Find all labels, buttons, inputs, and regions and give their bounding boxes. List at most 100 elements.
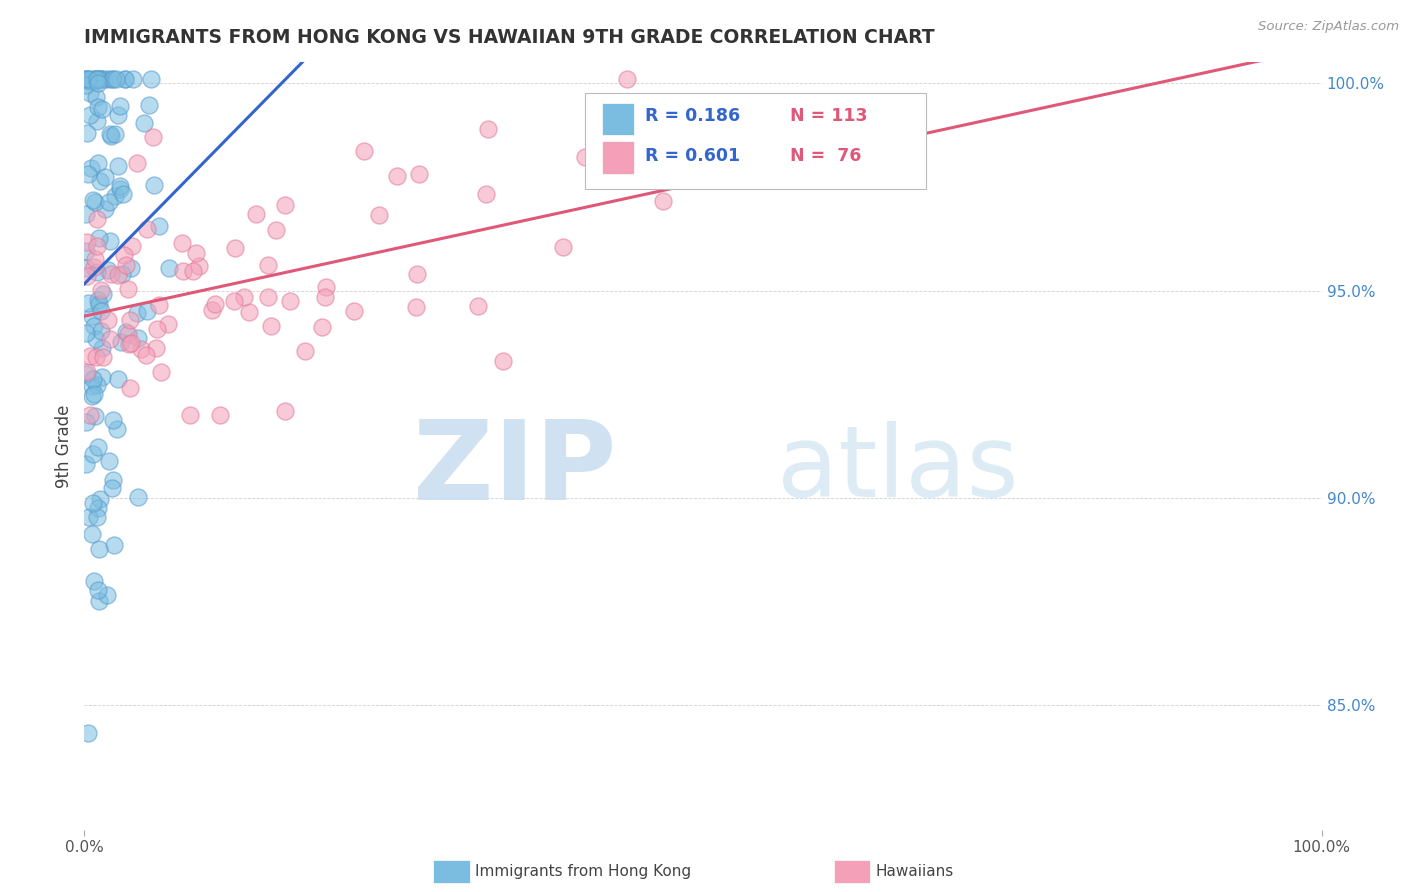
Point	[94, 169, 117, 184]
Point	[91, 370, 114, 384]
Point	[79, 86, 101, 100]
Point	[112, 248, 135, 262]
Point	[91, 286, 114, 301]
Point	[84, 350, 107, 364]
Point	[75, 206, 97, 220]
Point	[76, 296, 98, 310]
Point	[204, 297, 226, 311]
Point	[97, 313, 120, 327]
Point	[114, 258, 136, 272]
FancyBboxPatch shape	[602, 103, 634, 136]
Point	[76, 726, 98, 740]
Point	[94, 202, 117, 216]
Point	[256, 258, 278, 272]
Point	[80, 527, 103, 541]
Point	[146, 322, 169, 336]
Point	[238, 304, 260, 318]
Point	[79, 108, 101, 122]
Point	[110, 335, 132, 350]
Point	[77, 510, 100, 524]
Point	[82, 372, 104, 386]
Point	[574, 150, 596, 164]
Point	[208, 408, 231, 422]
Point	[75, 244, 97, 259]
Point	[80, 161, 103, 175]
Point	[87, 72, 110, 87]
Point	[101, 413, 124, 427]
Point	[87, 231, 110, 245]
Point	[107, 371, 129, 385]
Point	[83, 260, 105, 275]
Point	[127, 306, 149, 320]
Point	[103, 538, 125, 552]
Point	[142, 130, 165, 145]
Point	[184, 245, 207, 260]
Y-axis label: 9th Grade: 9th Grade	[55, 404, 73, 488]
Point	[107, 107, 129, 121]
Point	[315, 280, 337, 294]
Point	[127, 490, 149, 504]
Point	[84, 89, 107, 103]
Point	[201, 303, 224, 318]
Point	[150, 366, 173, 380]
Point	[87, 156, 110, 170]
Point	[103, 72, 125, 87]
Point	[245, 207, 267, 221]
Point	[89, 541, 111, 556]
Point	[87, 76, 110, 90]
Point	[77, 167, 100, 181]
Point	[311, 320, 333, 334]
Point	[87, 297, 110, 311]
Point	[80, 309, 103, 323]
Point	[83, 72, 105, 87]
Point	[492, 354, 515, 368]
Point	[75, 260, 97, 275]
Point	[114, 72, 136, 87]
Point	[115, 325, 138, 339]
Point	[98, 194, 121, 209]
Point	[138, 97, 160, 112]
Point	[278, 293, 301, 308]
Point	[118, 381, 141, 395]
Point	[83, 195, 105, 210]
Text: R = 0.601: R = 0.601	[645, 147, 740, 165]
Point	[86, 510, 108, 524]
Point	[101, 72, 124, 87]
Point	[75, 72, 97, 87]
Point	[89, 174, 111, 188]
Point	[110, 99, 132, 113]
Point	[405, 300, 427, 314]
Point	[90, 284, 112, 298]
Point	[616, 72, 638, 87]
Point	[148, 297, 170, 311]
Text: ZIP: ZIP	[413, 416, 616, 523]
Point	[273, 198, 295, 212]
Text: R = 0.186: R = 0.186	[645, 107, 740, 125]
Point	[76, 365, 98, 379]
Point	[179, 408, 201, 422]
Point	[87, 582, 110, 597]
Point	[117, 282, 139, 296]
Point	[170, 235, 193, 250]
Point	[77, 72, 100, 87]
FancyBboxPatch shape	[602, 142, 634, 174]
Point	[120, 335, 142, 350]
Point	[90, 72, 112, 87]
Point	[90, 324, 112, 338]
Point	[83, 574, 105, 588]
Point	[87, 440, 110, 454]
Point	[75, 415, 97, 429]
Point	[387, 169, 409, 184]
Point	[93, 72, 115, 87]
Text: N =  76: N = 76	[790, 147, 860, 165]
Point	[118, 336, 141, 351]
Point	[97, 263, 120, 277]
Point	[367, 208, 389, 222]
Point	[89, 491, 111, 506]
Text: N = 113: N = 113	[790, 107, 868, 125]
Point	[79, 72, 101, 87]
Point	[104, 189, 127, 203]
Point	[477, 122, 499, 136]
Point	[86, 101, 108, 115]
Point	[103, 127, 125, 141]
